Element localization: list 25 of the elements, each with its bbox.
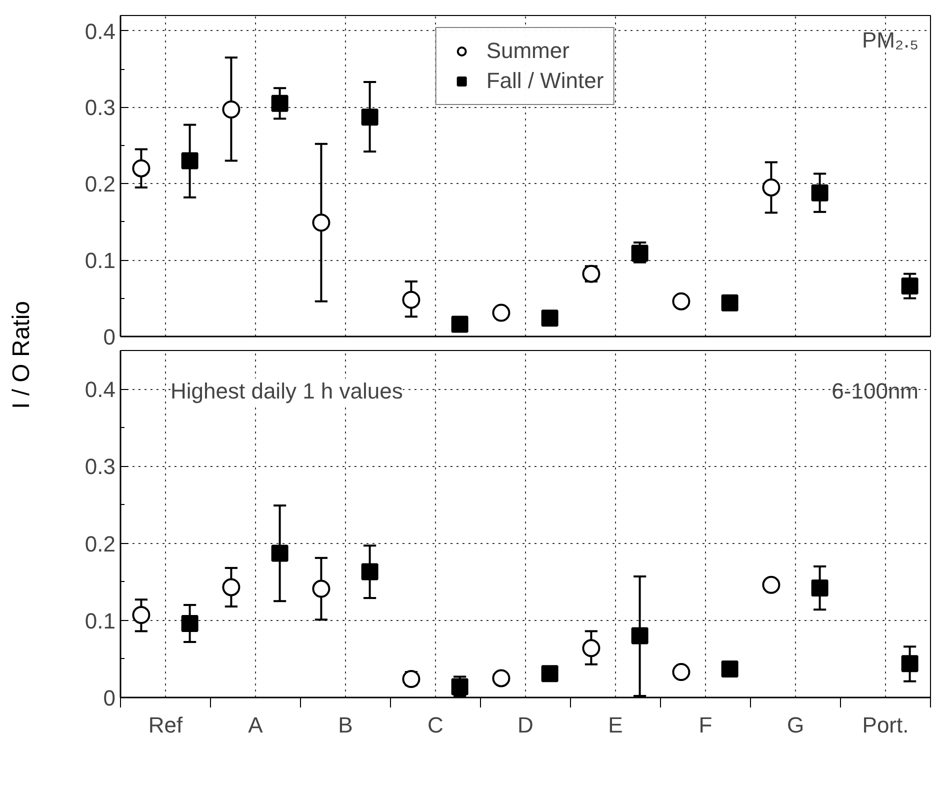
y-axis-title: I / O Ratio bbox=[7, 300, 36, 410]
legend-label: Summer bbox=[486, 38, 570, 64]
x-tick-label: E bbox=[608, 712, 623, 738]
y-tick-label: 0.2 bbox=[84, 531, 116, 556]
x-tick-label: C bbox=[428, 712, 444, 738]
x-tick-label: A bbox=[248, 712, 264, 738]
x-tick-label: B bbox=[338, 712, 353, 738]
y-tick-label: 0.4 bbox=[84, 377, 116, 402]
y-tick-label: 0 bbox=[103, 324, 116, 350]
y-tick-label: 0.1 bbox=[84, 608, 116, 634]
y-tick-label: 0.1 bbox=[84, 248, 116, 274]
x-tick-label: F bbox=[698, 712, 712, 738]
annotation: Highest daily 1 h values bbox=[170, 378, 403, 404]
x-tick-label: D bbox=[518, 712, 534, 738]
x-tick-label: G bbox=[786, 712, 804, 738]
annotation: 6-100nm bbox=[832, 378, 919, 404]
y-tick-label: 0.3 bbox=[84, 454, 116, 480]
y-tick-label: 0.4 bbox=[84, 18, 116, 44]
annotation: PM₂.₅ bbox=[862, 28, 918, 52]
y-tick-label: 0.3 bbox=[84, 95, 116, 120]
y-tick-label: 0.2 bbox=[84, 172, 116, 197]
x-tick-label: Ref bbox=[148, 712, 184, 738]
x-tick-label: Port. bbox=[862, 712, 909, 738]
y-tick-label: 0 bbox=[103, 686, 116, 710]
legend-label: Fall / Winter bbox=[486, 68, 604, 94]
